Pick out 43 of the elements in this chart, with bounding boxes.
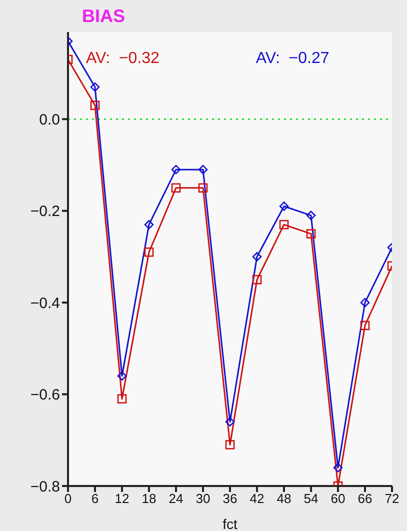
point bbox=[252, 274, 262, 284]
y-tick-label: −0.6 bbox=[30, 386, 60, 404]
point bbox=[171, 183, 181, 193]
x-tick-label: 0 bbox=[64, 491, 72, 506]
y-tick-label: −0.8 bbox=[30, 478, 60, 496]
x-axis-title: fct bbox=[222, 516, 238, 531]
point bbox=[144, 247, 154, 257]
point bbox=[198, 183, 208, 193]
x-tick-label: 48 bbox=[276, 491, 292, 506]
point bbox=[90, 82, 100, 92]
x-tick-label: 66 bbox=[358, 491, 372, 506]
annotation: AV: −0.32 bbox=[86, 50, 160, 68]
y-tick-label: −0.2 bbox=[30, 203, 60, 220]
point bbox=[117, 371, 127, 381]
point bbox=[225, 440, 235, 450]
x-tick-label: 18 bbox=[142, 491, 156, 506]
x-tick-label: 60 bbox=[330, 491, 346, 506]
point bbox=[117, 394, 127, 404]
point bbox=[171, 164, 181, 174]
point bbox=[279, 220, 289, 230]
annotation: AV: −0.27 bbox=[256, 50, 330, 68]
point bbox=[144, 220, 154, 230]
point bbox=[333, 463, 343, 472]
point bbox=[198, 164, 208, 174]
chart-title: BIAS bbox=[82, 6, 126, 27]
x-tick-label: 36 bbox=[222, 491, 238, 506]
y-tick-label: 0.0 bbox=[39, 111, 60, 128]
x-tick-label: 6 bbox=[91, 491, 99, 506]
point bbox=[252, 252, 262, 262]
x-tick-label: 24 bbox=[168, 491, 184, 506]
point bbox=[306, 210, 316, 220]
point bbox=[225, 417, 235, 426]
x-tick-label: 12 bbox=[114, 491, 130, 506]
y-tick-label: −0.4 bbox=[30, 294, 60, 312]
point bbox=[360, 298, 370, 308]
point bbox=[279, 202, 289, 211]
x-tick-label: 54 bbox=[304, 491, 318, 506]
point bbox=[306, 229, 316, 238]
x-tick-label: 42 bbox=[250, 491, 264, 506]
x-tick-label: 72 bbox=[384, 491, 400, 506]
point bbox=[90, 100, 100, 110]
x-tick-label: 30 bbox=[196, 491, 210, 506]
point bbox=[360, 320, 370, 330]
